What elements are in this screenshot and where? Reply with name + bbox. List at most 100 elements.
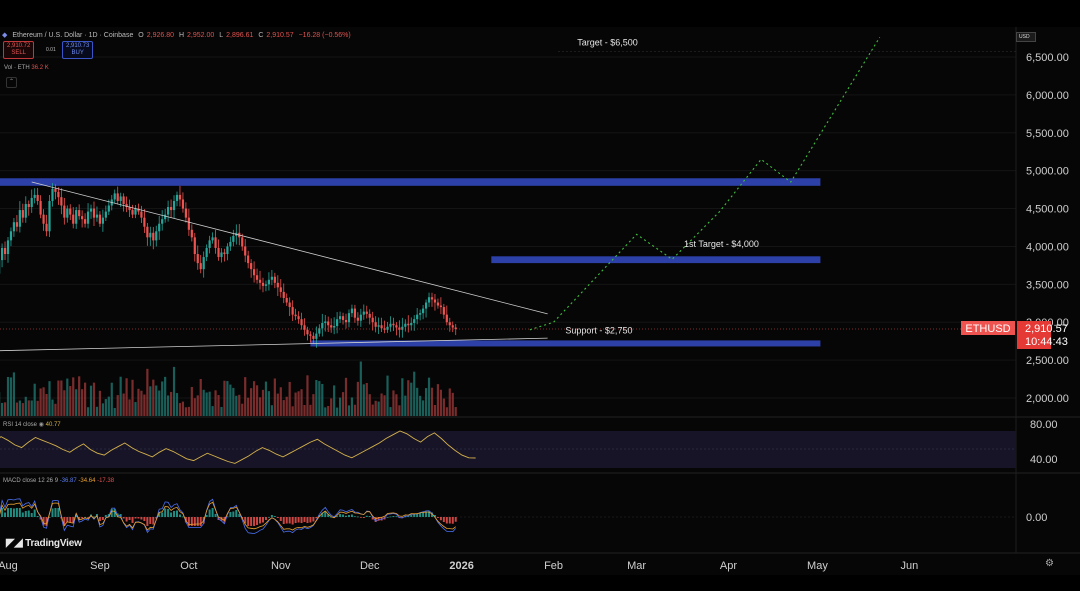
candle[interactable] [205, 247, 208, 258]
candle[interactable] [344, 319, 348, 323]
candle[interactable] [15, 222, 18, 227]
candle[interactable] [199, 263, 202, 270]
rsi-line[interactable] [0, 430, 476, 464]
candle[interactable] [288, 302, 291, 308]
candle[interactable] [152, 232, 155, 241]
candle[interactable] [255, 275, 259, 280]
candle[interactable] [92, 208, 96, 218]
candle[interactable] [407, 323, 410, 326]
candle[interactable] [63, 205, 66, 218]
candle[interactable] [448, 322, 451, 326]
candle[interactable] [164, 214, 167, 220]
candle[interactable] [241, 237, 244, 247]
candle[interactable] [273, 276, 276, 283]
candle[interactable] [362, 311, 365, 315]
candle[interactable] [45, 223, 48, 232]
candle[interactable] [279, 287, 282, 292]
candle[interactable] [401, 326, 404, 330]
zone-0[interactable] [0, 178, 821, 186]
candle[interactable] [404, 323, 407, 327]
candle[interactable] [140, 211, 143, 218]
candle[interactable] [54, 188, 57, 192]
candle[interactable] [250, 263, 253, 270]
candle[interactable] [303, 325, 306, 330]
candle[interactable] [336, 319, 339, 327]
candle[interactable] [276, 282, 279, 288]
candle[interactable] [181, 199, 185, 209]
candle[interactable] [128, 207, 131, 211]
candle[interactable] [3, 247, 7, 255]
candle[interactable] [131, 210, 134, 215]
candle[interactable] [356, 317, 359, 321]
candle[interactable] [377, 325, 380, 327]
candle[interactable] [169, 207, 173, 211]
candle[interactable] [48, 200, 51, 232]
candle[interactable] [75, 210, 78, 224]
candle[interactable] [36, 194, 39, 201]
candle[interactable] [0, 247, 4, 261]
candle[interactable] [318, 328, 321, 334]
candle[interactable] [338, 316, 342, 320]
candle[interactable] [392, 323, 395, 326]
candle[interactable] [21, 210, 24, 218]
candle[interactable] [347, 313, 351, 323]
candle[interactable] [365, 311, 368, 314]
candle[interactable] [359, 314, 362, 321]
candle[interactable] [324, 321, 327, 323]
candle[interactable] [445, 314, 448, 323]
candle[interactable] [18, 210, 21, 227]
candle[interactable] [155, 231, 158, 241]
candle[interactable] [330, 325, 333, 328]
candle[interactable] [321, 322, 324, 329]
candle[interactable] [143, 217, 146, 227]
candle[interactable] [232, 235, 235, 242]
candle[interactable] [374, 322, 377, 327]
candle[interactable] [12, 222, 16, 232]
candle[interactable] [430, 297, 434, 300]
collapse-chevron-icon[interactable]: ⌃ [6, 77, 17, 88]
candle[interactable] [451, 325, 454, 328]
candle[interactable] [60, 197, 63, 206]
buy-button[interactable]: 2,910.73 BUY [62, 41, 94, 59]
candle[interactable] [33, 194, 36, 198]
candle[interactable] [119, 196, 122, 201]
candle[interactable] [30, 197, 33, 208]
candle[interactable] [247, 255, 250, 264]
candle[interactable] [368, 313, 371, 318]
candle[interactable] [39, 200, 42, 215]
candle[interactable] [350, 308, 354, 314]
projected-path[interactable] [529, 37, 881, 331]
candle[interactable] [439, 305, 442, 308]
candle[interactable] [220, 252, 223, 258]
candle[interactable] [371, 317, 374, 323]
candle[interactable] [184, 208, 187, 218]
candle[interactable] [211, 237, 214, 241]
candle[interactable] [69, 208, 72, 215]
candle[interactable] [294, 314, 297, 317]
candle[interactable] [187, 217, 190, 230]
candle[interactable] [436, 302, 440, 306]
candle[interactable] [167, 207, 170, 215]
candle[interactable] [389, 323, 392, 327]
candle[interactable] [202, 257, 205, 270]
candle[interactable] [158, 223, 161, 232]
candle[interactable] [386, 326, 389, 330]
candle[interactable] [125, 204, 128, 208]
candle[interactable] [113, 193, 116, 200]
candle[interactable] [175, 194, 179, 201]
candle[interactable] [291, 307, 294, 315]
candle[interactable] [341, 316, 345, 320]
candle[interactable] [83, 219, 87, 224]
candle[interactable] [134, 208, 137, 215]
candle[interactable] [78, 210, 81, 217]
symbol-tag[interactable] [961, 320, 1015, 335]
signal-line[interactable] [0, 501, 456, 531]
candle[interactable] [427, 297, 431, 303]
candle[interactable] [217, 247, 220, 258]
candle[interactable] [146, 226, 149, 238]
candle[interactable] [86, 211, 90, 224]
candle[interactable] [104, 211, 107, 218]
candle[interactable] [27, 204, 30, 208]
candle[interactable] [297, 316, 300, 320]
candle[interactable] [264, 284, 268, 286]
